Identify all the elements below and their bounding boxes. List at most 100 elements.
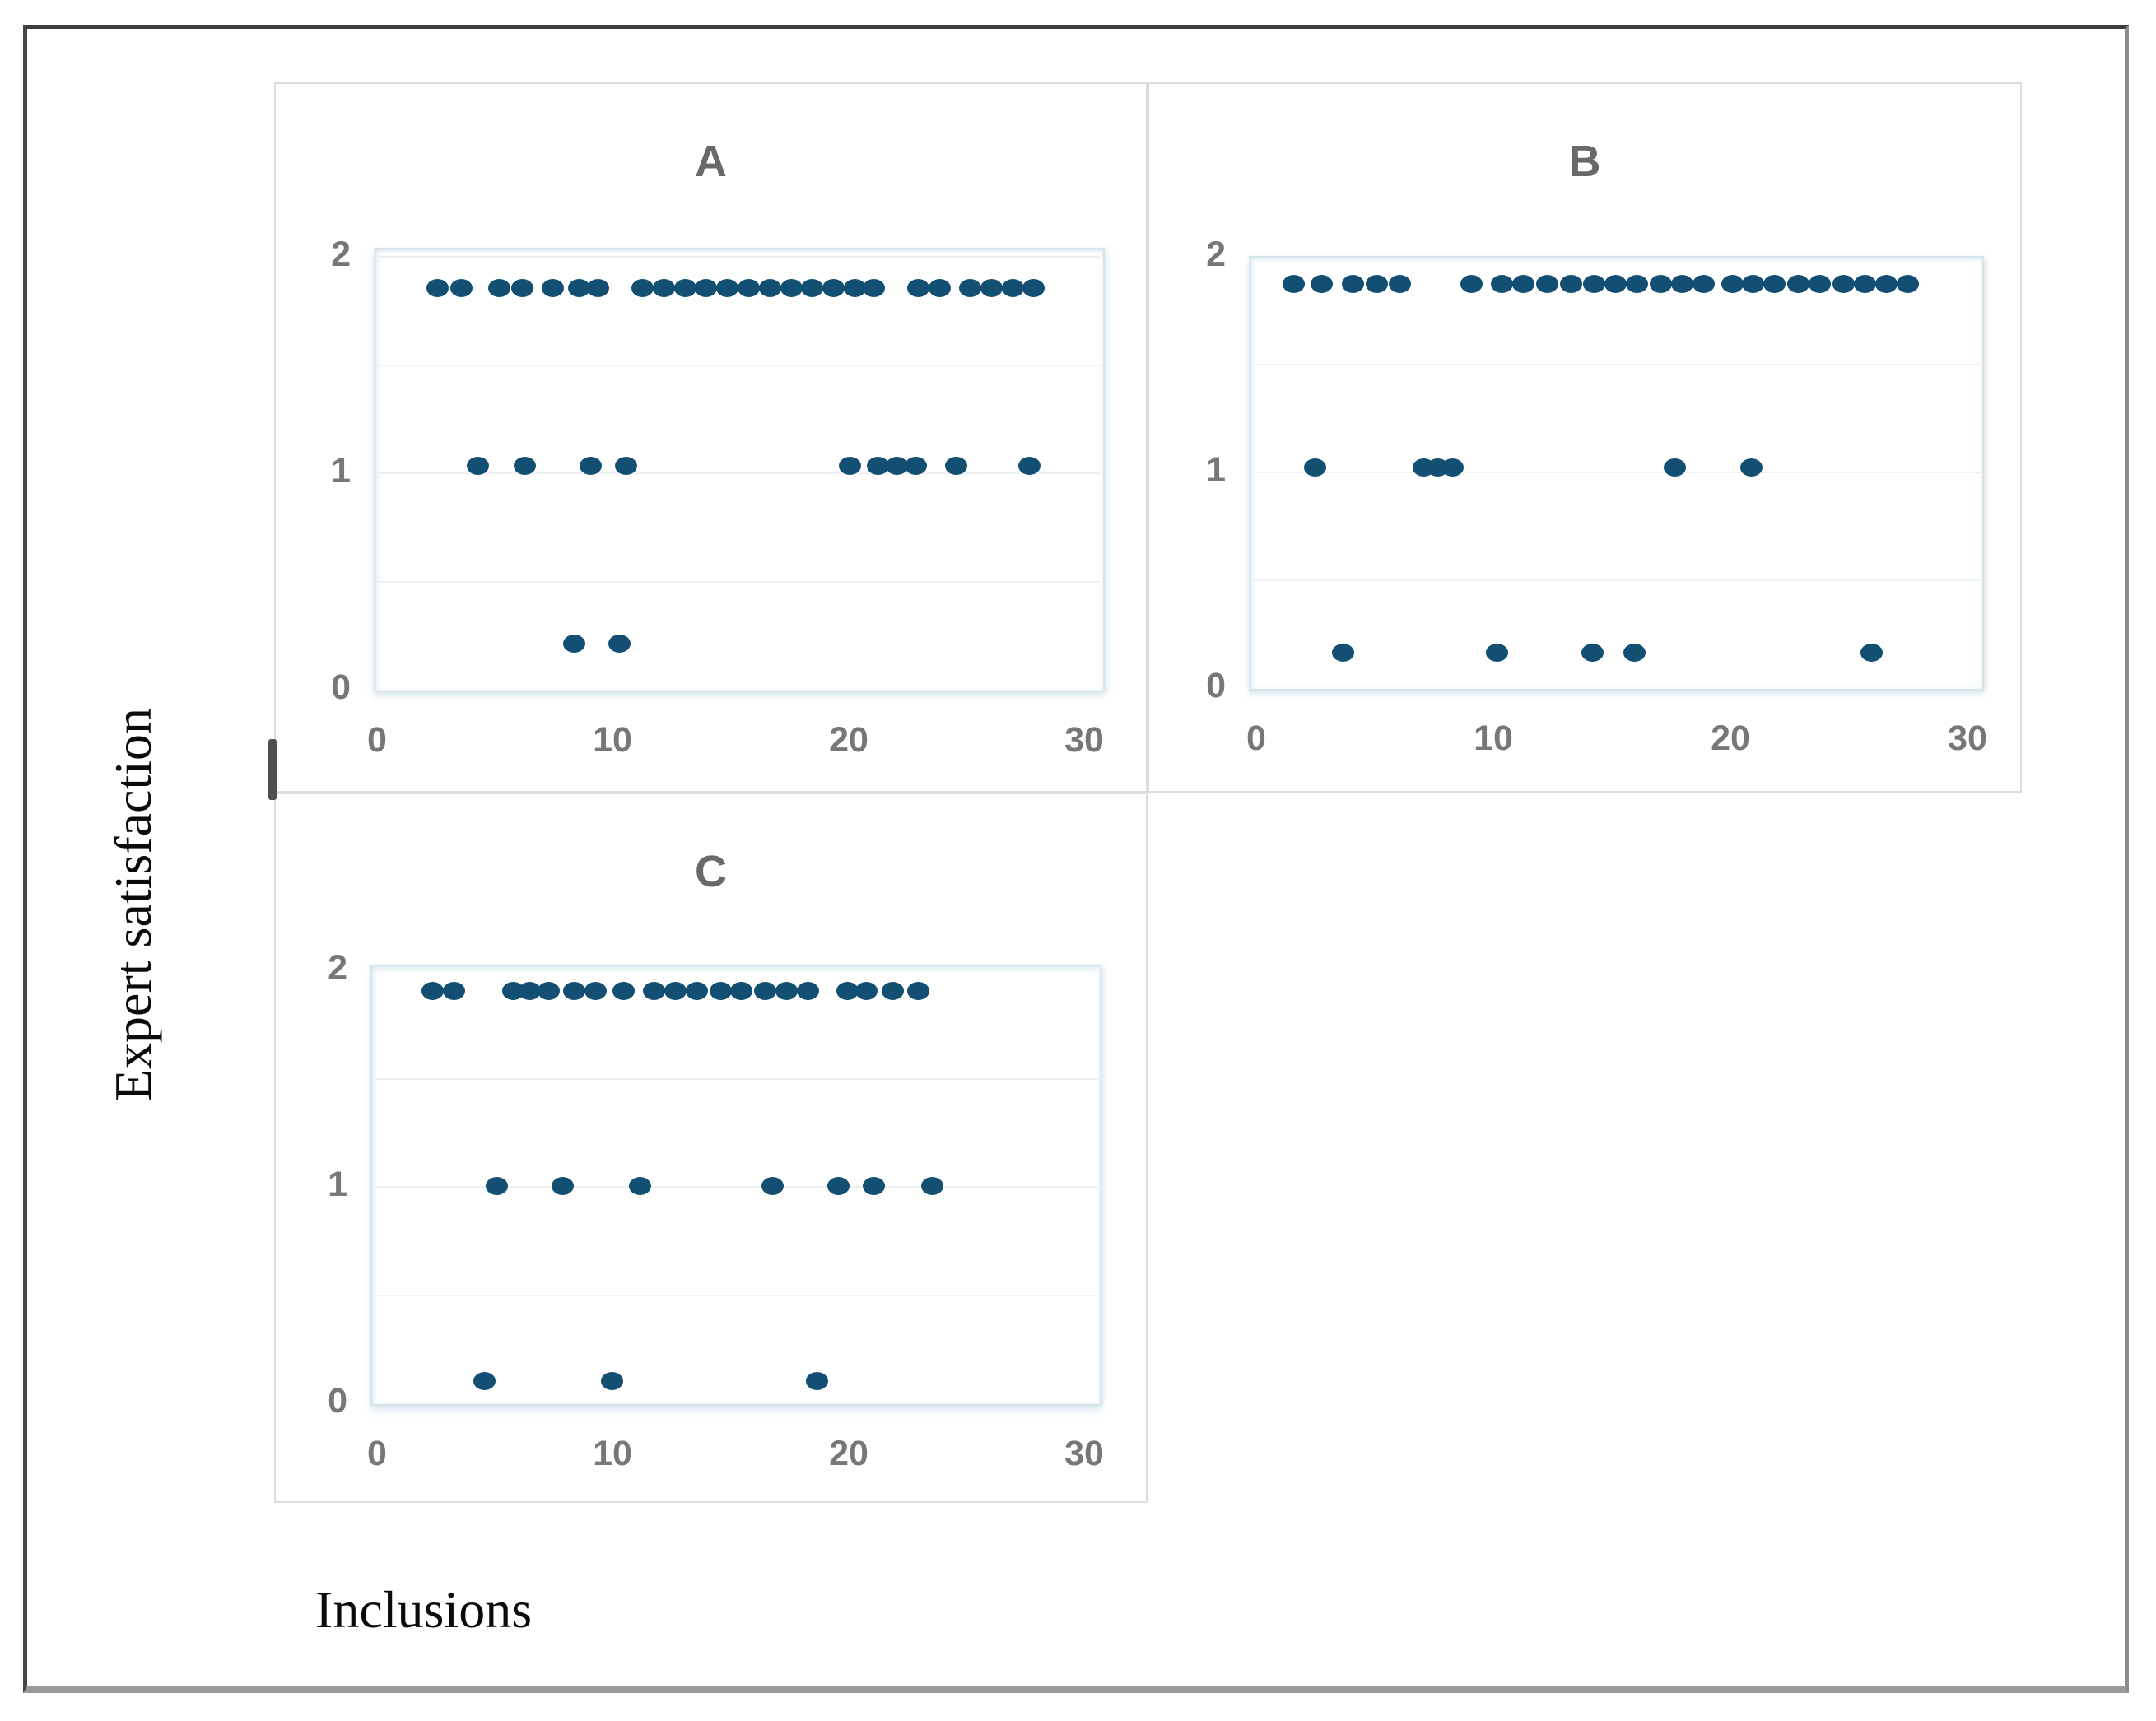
data-point (674, 279, 696, 297)
data-point (754, 982, 776, 1000)
data-point (1583, 275, 1605, 293)
data-point (629, 1177, 651, 1195)
data-point (929, 279, 951, 297)
data-point (568, 279, 590, 297)
data-point (1491, 275, 1513, 293)
data-point (836, 982, 859, 1000)
x-tick-label: 30 (1064, 720, 1104, 760)
data-point (1671, 275, 1693, 293)
data-point (759, 279, 781, 297)
data-point (867, 457, 889, 475)
data-point (921, 1177, 943, 1195)
panel-b: B 0 10 20 30 0 1 2 (1148, 82, 2022, 793)
data-point (1860, 644, 1883, 662)
x-tick-label: 20 (829, 1434, 868, 1473)
data-point (1740, 458, 1763, 477)
data-point (653, 279, 675, 297)
data-point (686, 982, 708, 1000)
data-point (1304, 458, 1326, 477)
data-point (443, 982, 465, 1000)
data-point (839, 457, 861, 475)
data-point (855, 982, 878, 1000)
data-point (945, 457, 967, 475)
gridline (377, 472, 1101, 474)
gridline (1252, 472, 1981, 473)
data-point (563, 635, 585, 653)
data-point (587, 279, 609, 297)
data-point (806, 1372, 828, 1390)
data-point (905, 457, 927, 475)
gridline (374, 970, 1098, 971)
data-point (710, 982, 732, 1000)
data-point (863, 279, 885, 297)
data-point (514, 457, 536, 475)
data-point (827, 1177, 850, 1195)
data-point (780, 279, 803, 297)
data-point (1664, 458, 1686, 477)
data-point (426, 279, 449, 297)
data-point (844, 279, 866, 297)
y-tick-label: 2 (328, 948, 347, 988)
data-point (959, 279, 981, 297)
y-tick-label: 0 (331, 667, 351, 707)
gridline (374, 1186, 1098, 1188)
panel-a: A 0 10 20 30 0 1 2 (274, 82, 1148, 793)
data-point (1650, 275, 1672, 293)
data-point (631, 279, 654, 297)
panel-a-plot-area (374, 248, 1105, 692)
data-point (738, 279, 760, 297)
data-point (450, 279, 473, 297)
data-point (775, 982, 798, 1000)
gridline (377, 365, 1101, 366)
x-tick-label: 0 (367, 1434, 387, 1473)
data-point (1366, 275, 1388, 293)
data-point (664, 982, 687, 1000)
y-tick-label: 1 (331, 451, 351, 491)
gridline (1252, 256, 1981, 258)
y-tick-label: 0 (328, 1381, 347, 1421)
x-tick-label: 10 (593, 720, 632, 760)
data-point (563, 982, 585, 1000)
data-point (1342, 275, 1364, 293)
data-point (1002, 279, 1024, 297)
data-point (1604, 275, 1627, 293)
data-point (1721, 275, 1744, 293)
data-point (1022, 279, 1045, 297)
data-point (761, 1177, 784, 1195)
data-point (886, 457, 908, 475)
data-point (612, 982, 635, 1000)
data-point (863, 1177, 885, 1195)
x-tick-label: 30 (1948, 719, 1987, 758)
y-tick-label: 2 (1206, 235, 1226, 274)
data-point (519, 982, 541, 1000)
gridline (374, 1078, 1098, 1080)
data-point (1512, 275, 1534, 293)
panel-b-plot-area (1249, 256, 1984, 691)
data-point (822, 279, 845, 297)
x-tick-label: 0 (367, 720, 387, 760)
data-point (716, 279, 738, 297)
data-point (1763, 275, 1786, 293)
artifact-mark (268, 739, 277, 800)
data-point (797, 982, 819, 1000)
figure-frame (23, 25, 2129, 1693)
gridline (1252, 579, 1981, 581)
gridline (374, 1295, 1098, 1296)
data-point (608, 635, 631, 653)
x-tick-label: 20 (829, 720, 868, 760)
data-point (1460, 275, 1483, 293)
data-point (1283, 275, 1305, 293)
x-tick-label: 10 (593, 1434, 632, 1473)
panel-c-plot-area (370, 965, 1101, 1406)
data-point (1854, 275, 1876, 293)
data-point (980, 279, 1003, 297)
data-point (1311, 275, 1333, 293)
data-point (511, 279, 533, 297)
panel-a-title: A (695, 137, 727, 186)
data-point (730, 982, 752, 1000)
data-point (643, 982, 665, 1000)
data-point (1560, 275, 1582, 293)
y-tick-label: 2 (331, 235, 351, 274)
data-point (584, 982, 607, 1000)
data-point (538, 982, 560, 1000)
